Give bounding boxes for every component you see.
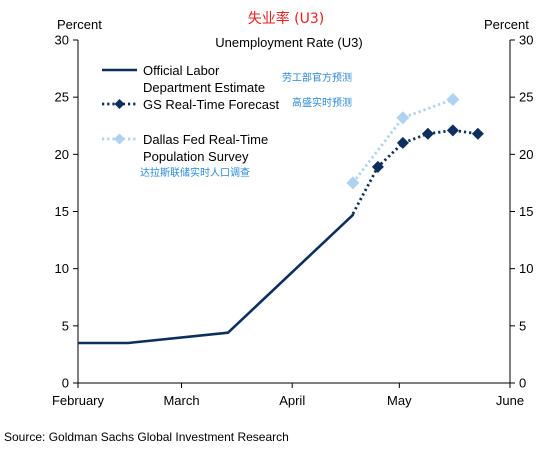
y-tick-label-left: 5 (62, 318, 69, 333)
y-tick-label-right: 30 (519, 33, 533, 48)
gs-series-line (351, 128, 479, 215)
gs-series-point (471, 127, 484, 140)
dallas-series-point (446, 92, 460, 106)
y-tick-label-right: 25 (519, 90, 533, 105)
legend-label-official-series: Department Estimate (143, 80, 265, 95)
axes: 0 0 5 5 10 10 15 15 20 20 25 25 30 30 February March Apr… (52, 33, 533, 409)
gs-series-point (446, 124, 459, 137)
source-note: Source: Goldman Sachs Global Investment … (4, 430, 289, 444)
chart-subtitle: Unemployment Rate (U3) (215, 35, 362, 50)
series-layer (78, 92, 484, 345)
legend: Official Labor Department Estimate 劳工部官方预测… (102, 63, 352, 179)
y-tick-label-left: 30 (55, 33, 69, 48)
legend-label-gs-series: GS Real-Time Forecast (143, 97, 279, 112)
legend-label-official-series: Official Labor (143, 63, 220, 78)
y-tick-label-right: 20 (519, 147, 533, 162)
y-tick-label-left: 15 (55, 204, 69, 219)
y-axis-left-unit: Percent (57, 17, 102, 32)
y-tick-label-right: 15 (519, 204, 533, 219)
legend-label-dallas-series: Dallas Fed Real-Time (143, 132, 268, 147)
official-series (78, 213, 355, 345)
dallas-series (346, 92, 460, 190)
y-tick-label-right: 5 (519, 318, 526, 333)
legend-annotation-official-series: 劳工部官方预测 (282, 71, 352, 84)
x-tick-label: June (496, 393, 524, 408)
official-series-line (78, 213, 355, 345)
dallas-series-line (351, 98, 454, 184)
x-tick-label: May (387, 393, 412, 408)
gs-series (351, 124, 484, 215)
y-axis-right-unit: Percent (484, 17, 529, 32)
dallas-series-point (346, 176, 360, 190)
x-tick-label: April (279, 393, 305, 408)
y-tick-label-left: 20 (55, 147, 69, 162)
gs-series-point (396, 136, 409, 149)
dallas-series-point (396, 111, 410, 125)
y-tick-label-right: 10 (519, 261, 533, 276)
legend-marker-dallas-series (114, 133, 125, 145)
gs-series-point (371, 160, 384, 173)
chart-title: 失业率 (U3) (248, 10, 325, 27)
y-tick-label-left: 10 (55, 261, 69, 276)
legend-marker-gs-series (114, 99, 125, 109)
legend-annotation-dallas-series: 达拉斯联储实时人口调查 (140, 166, 250, 179)
legend-label-dallas-series: Population Survey (143, 149, 249, 164)
x-tick-label: March (163, 393, 199, 408)
y-tick-label-left: 25 (55, 90, 69, 105)
y-tick-label-right: 0 (519, 376, 526, 391)
gs-series-point (421, 127, 434, 140)
x-tick-label: February (52, 393, 105, 408)
legend-annotation-gs-series: 高盛实时预测 (292, 96, 352, 109)
y-tick-label-left: 0 (62, 376, 69, 391)
